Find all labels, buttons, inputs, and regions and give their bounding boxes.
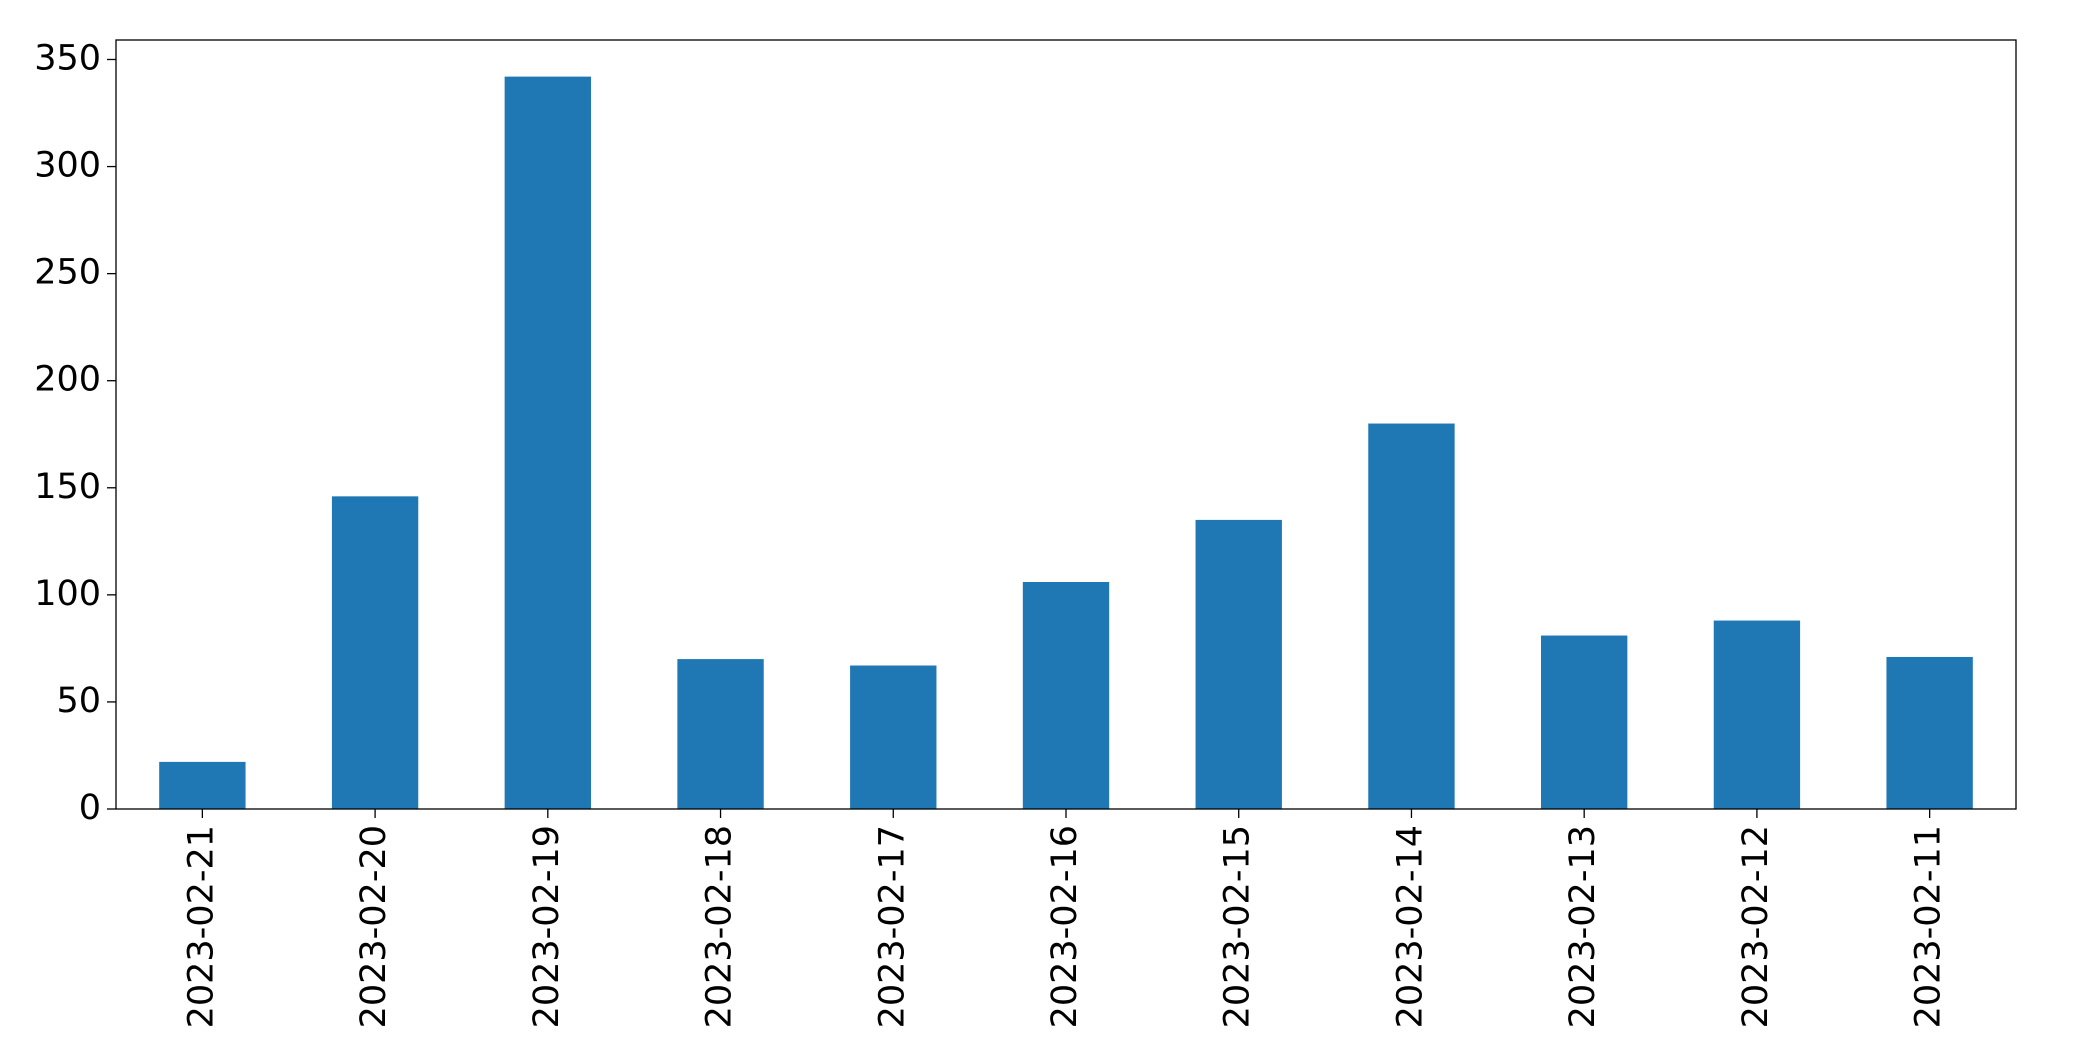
x-tick-label: 2023-02-18	[700, 825, 740, 1028]
axes-frame	[115, 39, 2017, 810]
bar	[1368, 423, 1455, 809]
y-tick-label: 100	[34, 574, 101, 614]
bar	[1541, 635, 1628, 809]
x-tick-label: 2023-02-21	[181, 825, 221, 1028]
x-tick-label: 2023-02-16	[1045, 825, 1085, 1028]
x-tick-label: 2023-02-17	[872, 825, 912, 1028]
bar	[331, 496, 419, 809]
y-tick-label: 0	[79, 788, 101, 828]
x-tick-label: 2023-02-12	[1736, 825, 1776, 1028]
x-tick-label: 2023-02-15	[1218, 825, 1258, 1028]
x-tick-label: 2023-02-20	[354, 825, 394, 1028]
bar	[504, 76, 591, 810]
bar	[1195, 519, 1282, 809]
y-tick-label: 350	[34, 38, 101, 78]
y-tick-label: 200	[34, 360, 101, 400]
x-tick-label: 2023-02-11	[1909, 825, 1949, 1028]
bar	[1886, 656, 1973, 809]
bar	[677, 659, 764, 809]
x-tick-label: 2023-02-14	[1390, 825, 1430, 1028]
x-tick-label: 2023-02-19	[527, 825, 567, 1028]
bar	[850, 665, 937, 809]
y-tick-label: 150	[34, 467, 101, 507]
y-tick-label: 250	[34, 253, 101, 293]
bar	[1713, 620, 1801, 809]
x-tick-label: 2023-02-13	[1563, 825, 1603, 1028]
bar	[159, 761, 246, 809]
bar	[1022, 582, 1110, 809]
y-tick-label: 300	[34, 146, 101, 186]
y-tick-label: 50	[56, 681, 101, 721]
